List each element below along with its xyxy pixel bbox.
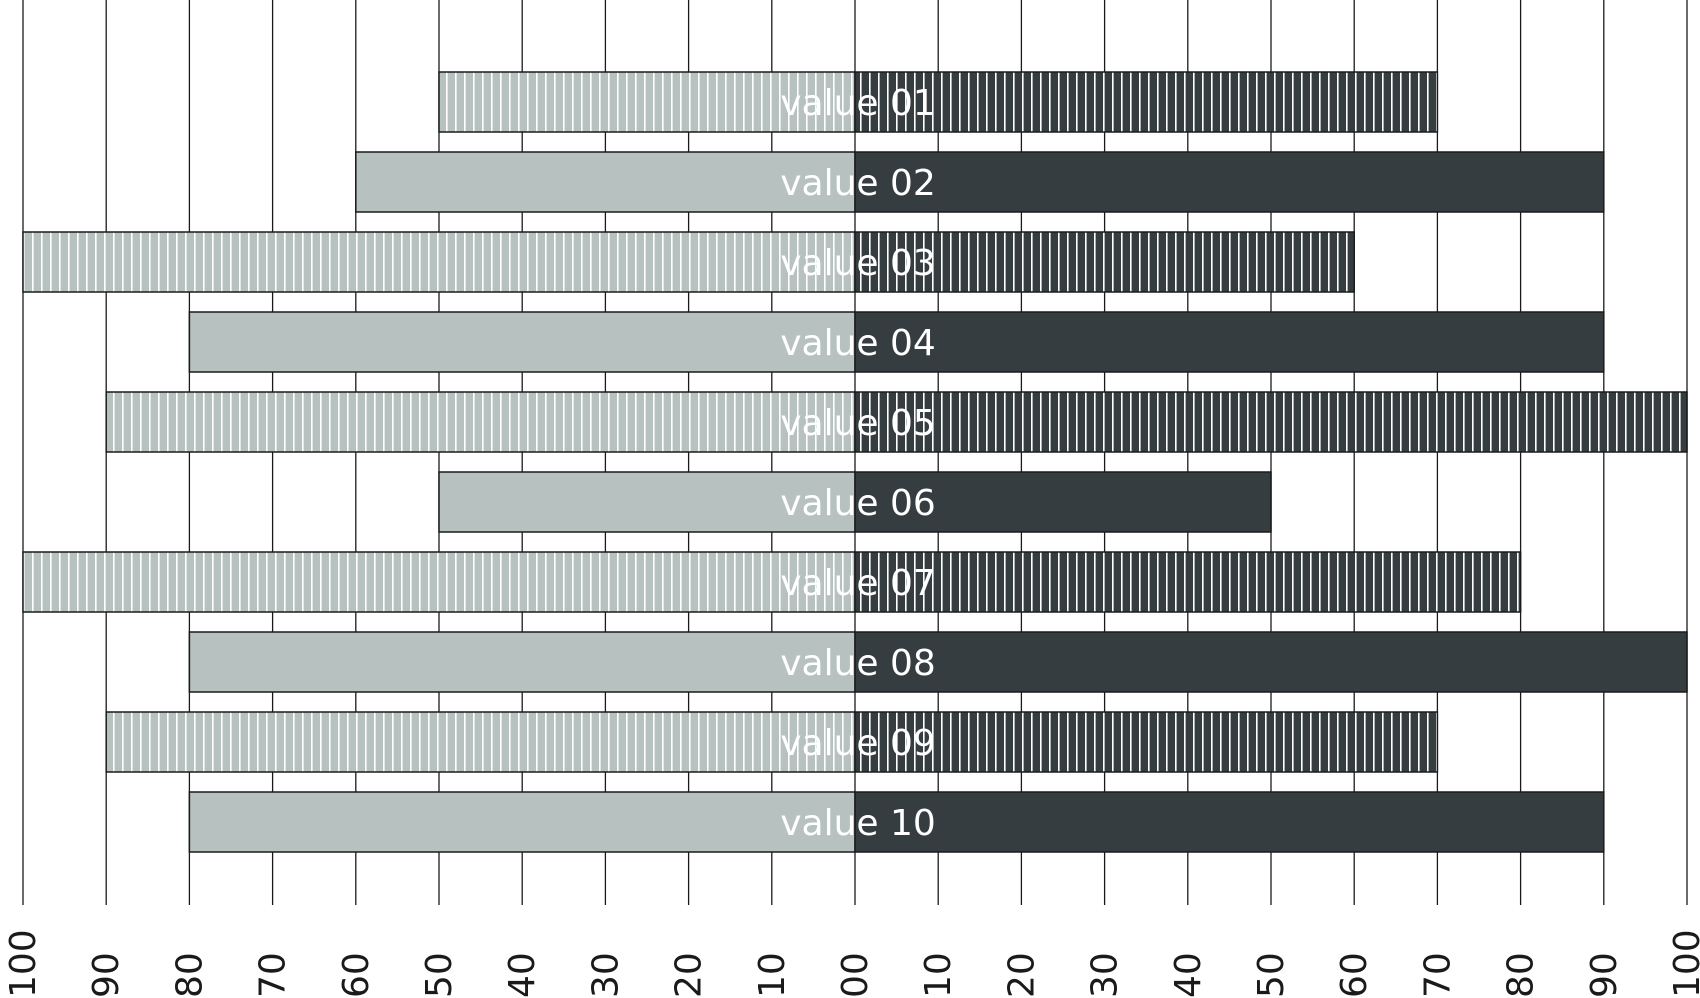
category-label: value 10 (780, 803, 936, 844)
bar-right-10 (854, 791, 1605, 853)
category-label: value 04 (780, 323, 936, 364)
tick-label: 80 (1501, 952, 1542, 998)
bar-left-6 (438, 471, 856, 533)
category-label: value 09 (780, 723, 936, 764)
axis-tick-labels: 100 90 80 70 60 50 40 30 20 10 00 10 20 30 40 50 60 70 80 9… (3, 929, 1700, 998)
tick-label: 40 (1168, 952, 1209, 998)
bar-left-5 (105, 391, 856, 453)
bar-right-2 (854, 151, 1605, 213)
tick-label: 70 (253, 952, 294, 998)
bar-left-3 (22, 231, 856, 293)
tick-label: 90 (1584, 952, 1625, 998)
category-label: value 05 (780, 403, 936, 444)
tick-label: 30 (585, 952, 626, 998)
category-label: value 08 (780, 643, 936, 684)
bar-right-8 (854, 631, 1688, 693)
bars (22, 71, 1688, 853)
tick-label: 30 (1085, 952, 1126, 998)
tick-label: 50 (1251, 952, 1292, 998)
category-label: value 02 (780, 163, 936, 204)
tick-label: 50 (419, 952, 460, 998)
bar-left-7 (22, 551, 856, 613)
tick-label: 20 (669, 952, 710, 998)
category-label: value 01 (780, 83, 936, 124)
tick-label: 60 (336, 952, 377, 998)
bar-right-7 (854, 551, 1522, 613)
bar-right-5 (854, 391, 1688, 453)
tick-label: 20 (1001, 952, 1042, 998)
tick-label: 60 (1334, 952, 1375, 998)
category-labels: value 01 value 02 value 03 value 04 value 05… (780, 83, 936, 844)
tick-label: 10 (918, 952, 959, 998)
bar-right-1 (854, 71, 1439, 133)
bar-right-4 (854, 311, 1605, 373)
tick-label: 10 (752, 952, 793, 998)
tick-label: 100 (3, 929, 44, 998)
tick-label: 90 (86, 952, 127, 998)
bar-left-9 (105, 711, 856, 773)
bar-right-6 (854, 471, 1272, 533)
bar-right-3 (854, 231, 1355, 293)
tick-label: 70 (1417, 952, 1458, 998)
category-label: value 06 (780, 483, 936, 524)
bar-left-10 (188, 791, 856, 853)
tick-label: 00 (835, 952, 876, 998)
category-label: value 07 (780, 563, 936, 604)
tick-label: 100 (1667, 929, 1700, 998)
bar-left-4 (188, 311, 856, 373)
bar-left-2 (355, 151, 856, 213)
category-label: value 03 (780, 243, 936, 284)
bar-right-9 (854, 711, 1439, 773)
tick-label: 80 (169, 952, 210, 998)
bar-left-8 (188, 631, 856, 693)
tick-label: 40 (502, 952, 543, 998)
